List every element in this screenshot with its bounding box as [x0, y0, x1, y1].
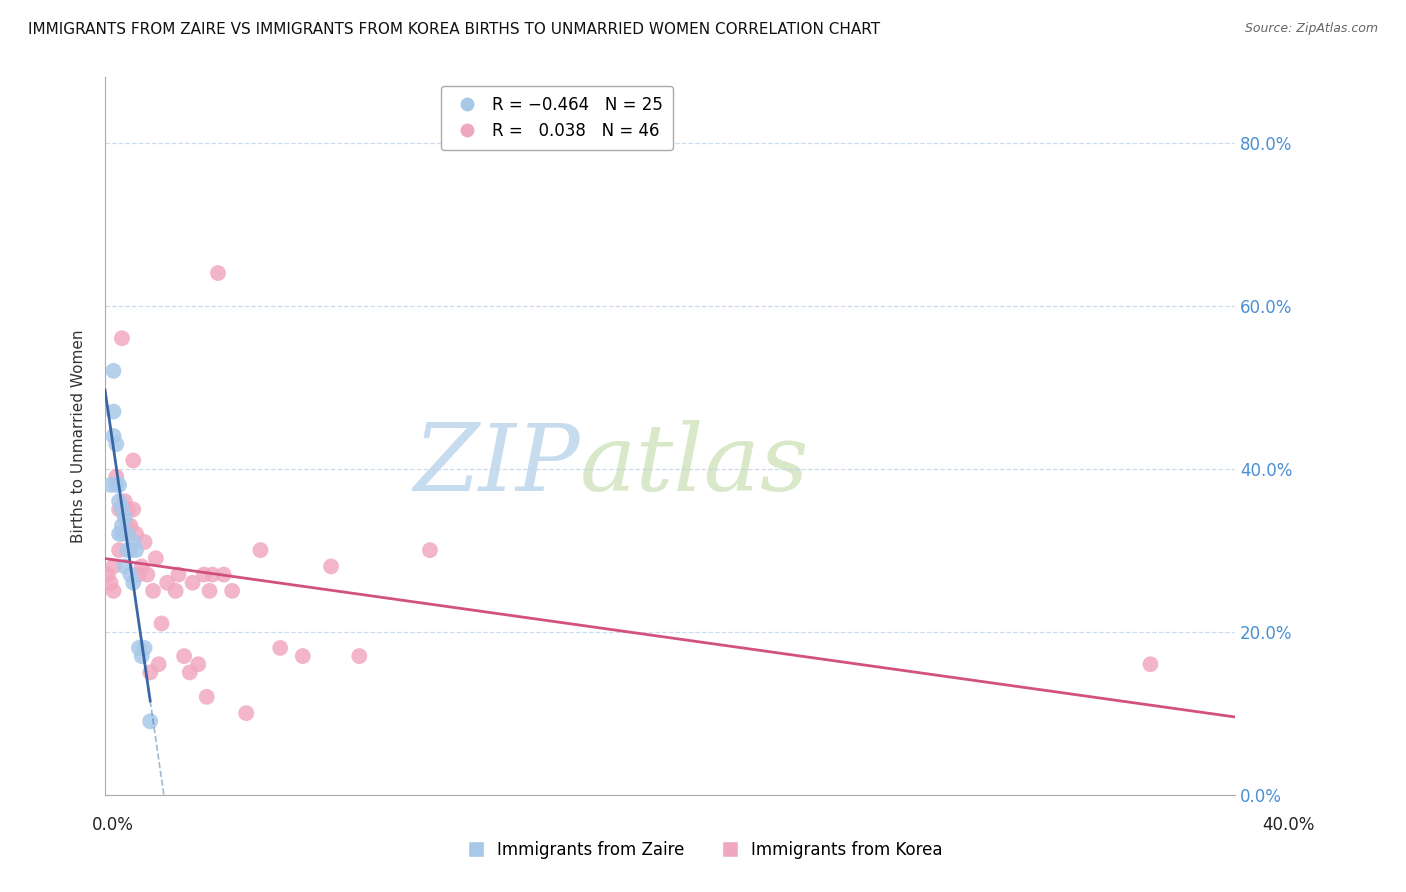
Point: [156, 575, 179, 590]
Point: [105, 437, 128, 451]
Point: [1139, 657, 1161, 672]
Point: [165, 583, 187, 598]
Y-axis label: Births to Unmarried Women: Births to Unmarried Women: [72, 329, 86, 543]
Point: [103, 429, 125, 443]
Point: [128, 640, 150, 655]
Point: [181, 575, 204, 590]
Point: [108, 526, 131, 541]
Point: [111, 518, 134, 533]
Point: [117, 526, 139, 541]
Point: [291, 649, 314, 664]
Point: [142, 583, 165, 598]
Point: [235, 706, 257, 720]
Point: [117, 518, 139, 533]
Point: [148, 657, 170, 672]
Point: [131, 649, 153, 664]
Point: [120, 567, 142, 582]
Point: [108, 478, 131, 492]
Text: Source: ZipAtlas.com: Source: ZipAtlas.com: [1244, 22, 1378, 36]
Text: ZIP: ZIP: [413, 420, 579, 509]
Point: [103, 559, 125, 574]
Point: [111, 331, 134, 345]
Point: [122, 502, 145, 516]
Point: [111, 526, 134, 541]
Point: [139, 714, 162, 729]
Text: atlas: atlas: [579, 420, 810, 509]
Point: [187, 657, 209, 672]
Point: [105, 470, 128, 484]
Point: [128, 567, 150, 582]
Point: [111, 502, 134, 516]
Point: [114, 510, 136, 524]
Point: [179, 665, 201, 680]
Point: [249, 543, 271, 558]
Point: [150, 616, 173, 631]
Point: [120, 543, 142, 558]
Point: [173, 649, 195, 664]
Point: [212, 567, 235, 582]
Point: [167, 567, 190, 582]
Point: [100, 575, 122, 590]
Point: [117, 502, 139, 516]
Point: [120, 518, 142, 533]
Point: [108, 494, 131, 508]
Point: [108, 543, 131, 558]
Point: [134, 535, 156, 549]
Point: [193, 567, 215, 582]
Point: [134, 640, 156, 655]
Point: [114, 559, 136, 574]
Point: [122, 453, 145, 467]
Point: [207, 266, 229, 280]
Point: [195, 690, 218, 704]
Point: [122, 575, 145, 590]
Point: [139, 665, 162, 680]
Text: 0.0%: 0.0%: [91, 816, 134, 834]
Point: [108, 502, 131, 516]
Point: [221, 583, 243, 598]
Point: [103, 364, 125, 378]
Point: [349, 649, 371, 664]
Point: [103, 583, 125, 598]
Point: [125, 543, 148, 558]
Point: [114, 494, 136, 508]
Point: [201, 567, 224, 582]
Point: [105, 478, 128, 492]
Point: [269, 640, 291, 655]
Legend: R = −0.464   N = 25, R =   0.038   N = 46: R = −0.464 N = 25, R = 0.038 N = 46: [441, 86, 673, 150]
Point: [100, 478, 122, 492]
Legend: Immigrants from Zaire, Immigrants from Korea: Immigrants from Zaire, Immigrants from K…: [457, 835, 949, 866]
Point: [198, 583, 221, 598]
Point: [122, 535, 145, 549]
Point: [419, 543, 441, 558]
Text: 40.0%: 40.0%: [1263, 816, 1315, 834]
Point: [145, 551, 167, 566]
Point: [97, 567, 120, 582]
Point: [117, 543, 139, 558]
Point: [136, 567, 159, 582]
Point: [319, 559, 342, 574]
Text: IMMIGRANTS FROM ZAIRE VS IMMIGRANTS FROM KOREA BIRTHS TO UNMARRIED WOMEN CORRELA: IMMIGRANTS FROM ZAIRE VS IMMIGRANTS FROM…: [28, 22, 880, 37]
Point: [103, 404, 125, 418]
Point: [125, 526, 148, 541]
Point: [131, 559, 153, 574]
